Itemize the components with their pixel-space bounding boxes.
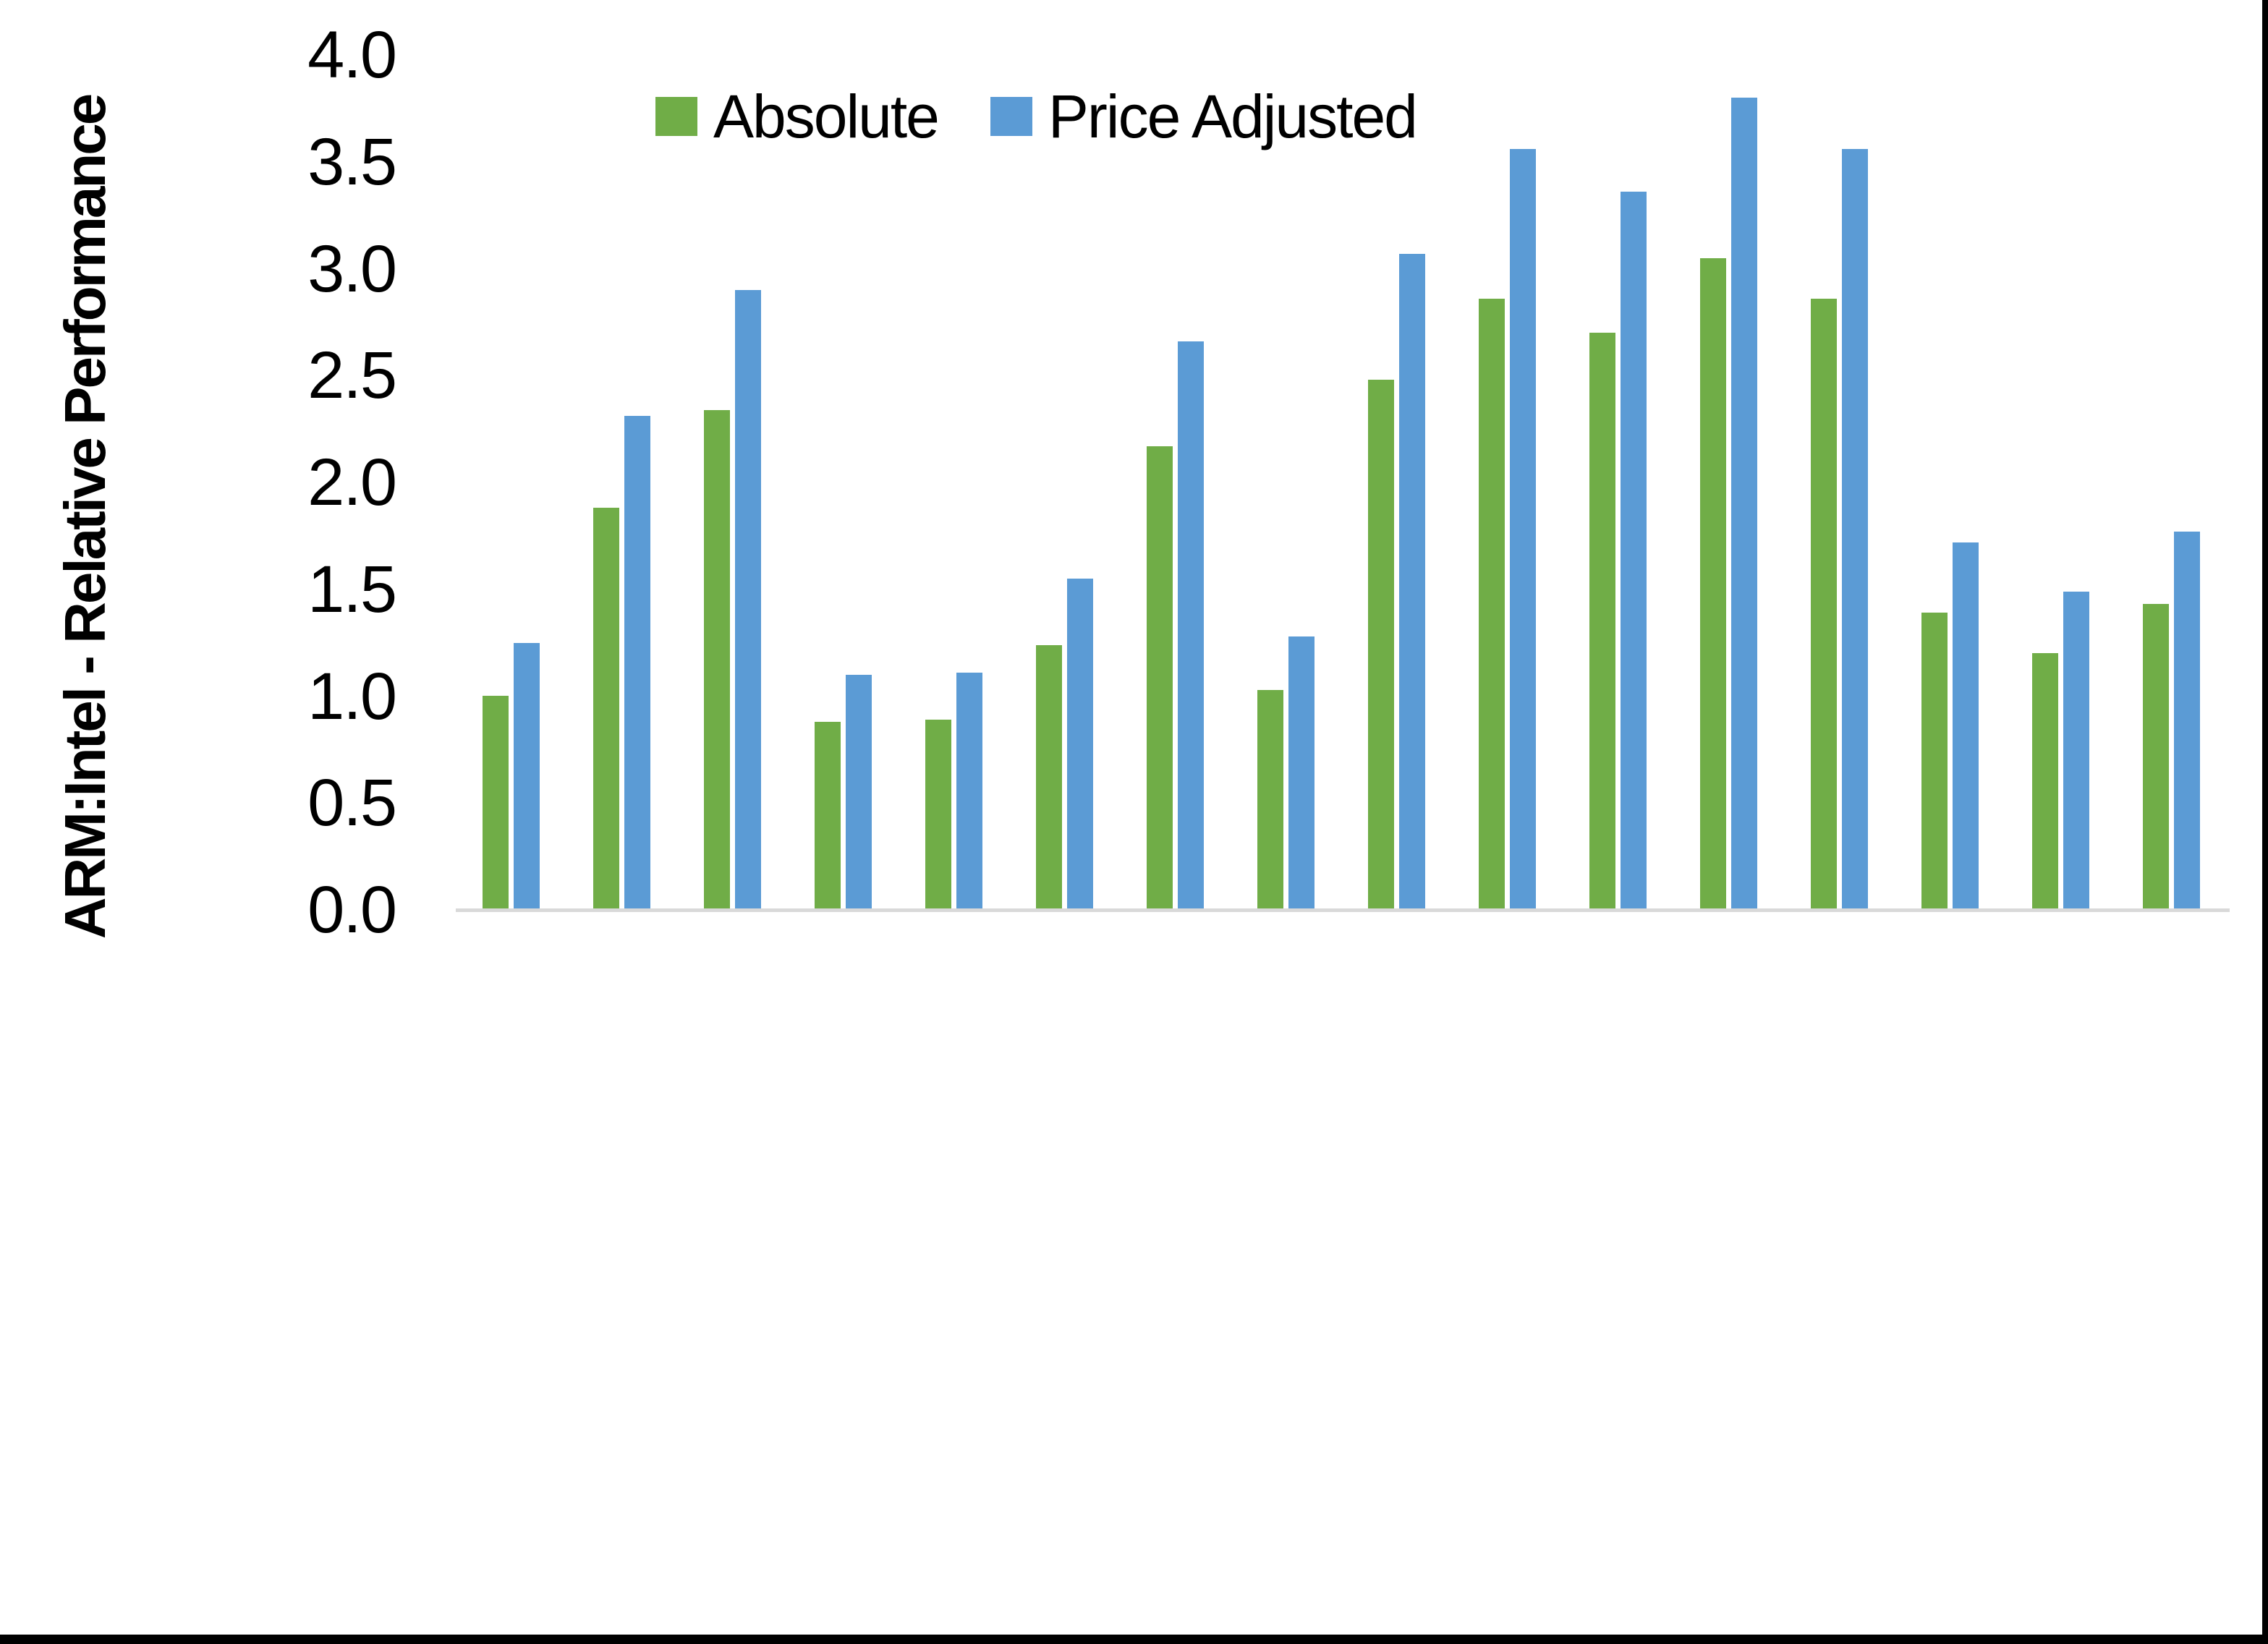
bar-absolute bbox=[483, 696, 509, 910]
bar-absolute bbox=[1257, 690, 1283, 910]
legend-swatch-absolute-icon bbox=[655, 97, 697, 136]
bar-absolute bbox=[925, 720, 951, 910]
bar-price-adjusted bbox=[956, 673, 982, 910]
bar-price-adjusted bbox=[1399, 254, 1425, 910]
y-tick-label: 2.5 bbox=[307, 338, 397, 412]
window-border-bottom bbox=[0, 1635, 2268, 1644]
bar-price-adjusted bbox=[1510, 149, 1536, 910]
y-tick-label: 3.0 bbox=[307, 232, 397, 306]
bar-price-adjusted bbox=[1288, 636, 1314, 910]
bar-price-adjusted bbox=[1178, 341, 1204, 910]
bar-price-adjusted bbox=[514, 643, 540, 910]
legend: Absolute Price Adjusted bbox=[655, 82, 1418, 150]
y-tick-label: 1.5 bbox=[307, 553, 397, 626]
bar-price-adjusted bbox=[1621, 192, 1647, 910]
bar-absolute bbox=[1921, 613, 1948, 910]
x-axis-line bbox=[456, 908, 2230, 912]
window-border-right bbox=[2262, 0, 2268, 1644]
bar-price-adjusted bbox=[2063, 592, 2089, 910]
bar-price-adjusted bbox=[1953, 542, 1979, 910]
bar-absolute bbox=[1036, 645, 1062, 910]
y-tick-label: 4.0 bbox=[307, 18, 397, 92]
bar-absolute bbox=[1368, 380, 1394, 910]
bar-absolute bbox=[1700, 258, 1726, 910]
bar-absolute bbox=[2143, 604, 2169, 910]
bar-absolute bbox=[1811, 299, 1837, 910]
bar-price-adjusted bbox=[624, 416, 650, 910]
bar-price-adjusted bbox=[846, 675, 872, 910]
bar-absolute bbox=[1147, 446, 1173, 910]
bar-absolute bbox=[1479, 299, 1505, 910]
bar-absolute bbox=[1589, 333, 1615, 910]
y-tick-label: 2.0 bbox=[307, 446, 397, 519]
legend-swatch-price-adjusted-icon bbox=[990, 97, 1032, 136]
bar-price-adjusted bbox=[1842, 149, 1868, 910]
bar-absolute bbox=[704, 410, 730, 910]
y-tick-label: 1.0 bbox=[307, 660, 397, 733]
bar-price-adjusted bbox=[1067, 579, 1093, 910]
legend-label-absolute: Absolute bbox=[713, 82, 940, 150]
y-tick-label: 0.0 bbox=[307, 873, 397, 947]
bar-absolute bbox=[815, 722, 841, 910]
bar-price-adjusted bbox=[1731, 98, 1757, 910]
y-tick-label: 3.5 bbox=[307, 125, 397, 199]
bar-price-adjusted bbox=[735, 290, 761, 910]
y-tick-label: 0.5 bbox=[307, 766, 397, 840]
bar-absolute bbox=[593, 508, 619, 910]
legend-label-price-adjusted: Price Adjusted bbox=[1048, 82, 1418, 150]
bar-absolute bbox=[2032, 653, 2058, 910]
bar-price-adjusted bbox=[2174, 532, 2200, 910]
